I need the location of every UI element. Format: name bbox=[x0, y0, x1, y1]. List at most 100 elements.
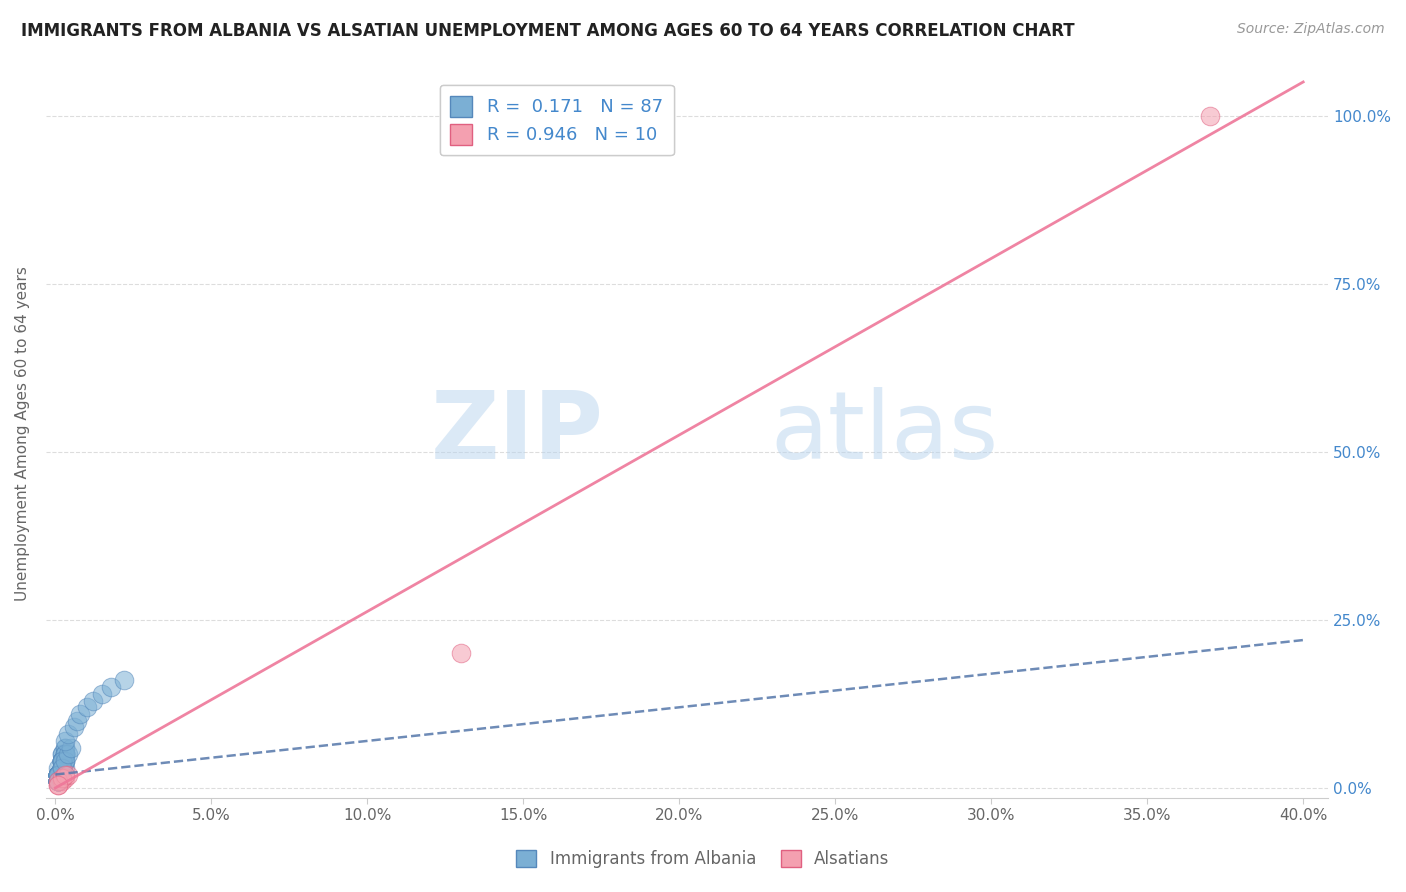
Point bbox=[48, 767, 70, 781]
Point bbox=[48, 774, 70, 789]
Point bbox=[56, 767, 79, 781]
Point bbox=[51, 761, 73, 775]
Point bbox=[53, 734, 76, 748]
Point bbox=[53, 747, 76, 762]
Point bbox=[1198, 109, 1220, 123]
Point bbox=[76, 700, 98, 714]
Point bbox=[48, 774, 70, 789]
Point bbox=[51, 761, 73, 775]
Point bbox=[48, 767, 70, 781]
Text: ZIP: ZIP bbox=[430, 387, 603, 479]
Point bbox=[51, 761, 73, 775]
Point bbox=[51, 747, 73, 762]
Point bbox=[91, 687, 114, 701]
Point bbox=[51, 754, 73, 768]
Point bbox=[53, 771, 76, 785]
Point bbox=[48, 767, 70, 781]
Point bbox=[48, 774, 70, 789]
Point bbox=[48, 767, 70, 781]
Point bbox=[51, 754, 73, 768]
Point bbox=[48, 767, 70, 781]
Point bbox=[51, 754, 73, 768]
Point bbox=[48, 774, 70, 789]
Point bbox=[48, 774, 70, 789]
Point bbox=[56, 727, 79, 741]
Point bbox=[51, 754, 73, 768]
Point bbox=[51, 754, 73, 768]
Point bbox=[51, 761, 73, 775]
Point bbox=[48, 774, 70, 789]
Point bbox=[48, 761, 70, 775]
Point bbox=[53, 754, 76, 768]
Point bbox=[48, 774, 70, 789]
Point bbox=[48, 778, 70, 792]
Legend: R =  0.171   N = 87, R = 0.946   N = 10: R = 0.171 N = 87, R = 0.946 N = 10 bbox=[440, 85, 673, 155]
Point bbox=[51, 761, 73, 775]
Point bbox=[53, 754, 76, 768]
Point bbox=[53, 761, 76, 775]
Point bbox=[48, 774, 70, 789]
Point bbox=[53, 740, 76, 755]
Point bbox=[48, 774, 70, 789]
Text: Source: ZipAtlas.com: Source: ZipAtlas.com bbox=[1237, 22, 1385, 37]
Point bbox=[53, 740, 76, 755]
Point bbox=[51, 761, 73, 775]
Point bbox=[48, 767, 70, 781]
Text: IMMIGRANTS FROM ALBANIA VS ALSATIAN UNEMPLOYMENT AMONG AGES 60 TO 64 YEARS CORRE: IMMIGRANTS FROM ALBANIA VS ALSATIAN UNEM… bbox=[21, 22, 1074, 40]
Point bbox=[51, 754, 73, 768]
Point bbox=[48, 767, 70, 781]
Point bbox=[59, 740, 82, 755]
Legend: Immigrants from Albania, Alsatians: Immigrants from Albania, Alsatians bbox=[509, 843, 897, 875]
Point bbox=[48, 774, 70, 789]
Point bbox=[112, 673, 135, 688]
Point bbox=[51, 771, 73, 785]
Point bbox=[51, 761, 73, 775]
Point bbox=[53, 747, 76, 762]
Point bbox=[53, 747, 76, 762]
Point bbox=[48, 767, 70, 781]
Point bbox=[48, 767, 70, 781]
Point bbox=[48, 767, 70, 781]
Point bbox=[48, 767, 70, 781]
Point bbox=[51, 774, 73, 789]
Point bbox=[48, 767, 70, 781]
Point bbox=[48, 774, 70, 789]
Point bbox=[48, 774, 70, 789]
Point bbox=[48, 774, 70, 789]
Point bbox=[48, 774, 70, 789]
Point bbox=[48, 767, 70, 781]
Point bbox=[51, 754, 73, 768]
Point bbox=[48, 767, 70, 781]
Point bbox=[48, 774, 70, 789]
Point bbox=[51, 761, 73, 775]
Point bbox=[82, 693, 104, 707]
Point bbox=[51, 747, 73, 762]
Point bbox=[48, 774, 70, 789]
Point bbox=[53, 747, 76, 762]
Point bbox=[48, 774, 70, 789]
Text: atlas: atlas bbox=[770, 387, 998, 479]
Point bbox=[48, 774, 70, 789]
Point bbox=[51, 761, 73, 775]
Point bbox=[48, 767, 70, 781]
Point bbox=[48, 767, 70, 781]
Point bbox=[53, 747, 76, 762]
Point bbox=[450, 647, 472, 661]
Point bbox=[53, 767, 76, 781]
Point bbox=[51, 761, 73, 775]
Point bbox=[69, 706, 91, 721]
Point bbox=[48, 774, 70, 789]
Point bbox=[51, 754, 73, 768]
Point bbox=[66, 714, 89, 728]
Point bbox=[51, 761, 73, 775]
Point bbox=[56, 747, 79, 762]
Point bbox=[100, 680, 122, 694]
Point bbox=[63, 721, 86, 735]
Point bbox=[48, 767, 70, 781]
Point bbox=[53, 754, 76, 768]
Point bbox=[51, 754, 73, 768]
Y-axis label: Unemployment Among Ages 60 to 64 years: Unemployment Among Ages 60 to 64 years bbox=[15, 266, 30, 600]
Point bbox=[48, 767, 70, 781]
Point bbox=[48, 767, 70, 781]
Point bbox=[48, 774, 70, 789]
